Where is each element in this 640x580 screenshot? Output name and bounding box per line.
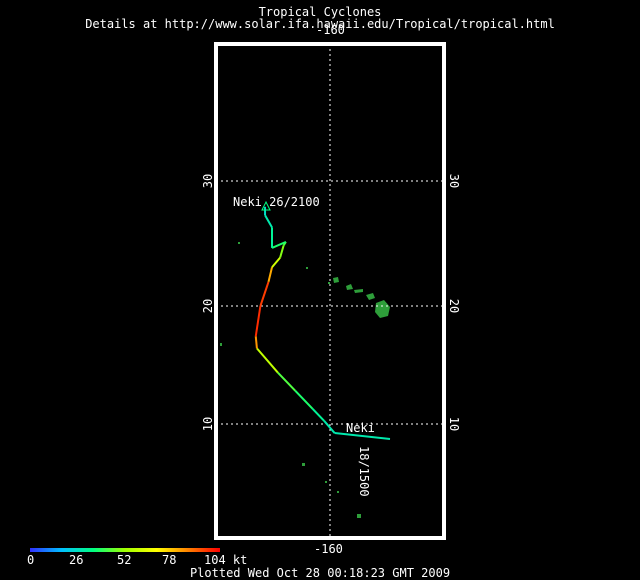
plot-timestamp: Plotted Wed Oct 28 00:18:23 GMT 2009 [189,566,451,580]
island-big-island [375,300,390,318]
islet [337,491,339,493]
wind-speed-colorbar [30,548,220,552]
track-segment [334,432,391,440]
island-oahu [346,284,353,290]
map-subtitle: Details at http://www.solar.ifa.hawaii.e… [85,17,555,31]
track-segment [277,371,296,392]
lat-label-30-left: 30 [201,174,215,188]
colorbar-tick-52: 52 [117,553,132,567]
track-segment [267,267,273,283]
storm-track [254,206,391,440]
islet [220,343,222,346]
colorbar-tick-78: 78 [162,553,177,567]
track-segment [323,420,336,434]
lat-label-30-right: 30 [447,174,461,188]
islet [325,481,327,483]
track-segment [271,256,281,268]
lat-label-10-right: 10 [447,417,461,431]
lon-label-bottom: -160 [314,542,343,556]
island-molokai [354,289,363,293]
track-segment [279,245,285,258]
colorbar-tick-26: 26 [69,553,84,567]
track-segment [259,281,270,307]
islet [302,463,305,466]
track-segment [294,390,314,410]
island-kauai [333,277,339,283]
track-segment [256,347,279,374]
colorbar-tick-104: 104 kt [204,553,248,567]
track-segment [254,336,258,349]
lon-label-top: -160 [316,23,345,37]
islet [238,242,240,244]
islet [306,267,308,269]
lat-label-20-right: 20 [447,299,461,313]
island-maui [366,293,375,300]
islet [328,282,330,284]
islet [357,514,361,518]
storm-label-name-start: Neki [346,421,375,435]
lat-label-10-left: 10 [201,417,215,431]
track-segment [311,408,325,422]
land-masses [220,242,390,518]
storm-label-time-start: 18/1500 [357,446,371,497]
lat-label-20-left: 20 [201,299,215,313]
colorbar-tick-0: 0 [27,553,35,567]
track-segment [254,305,262,337]
storm-label-end: Neki 26/2100 [233,195,320,209]
map-frame [214,42,446,540]
graticule [216,44,444,538]
track-segment [264,214,273,228]
map-title: Tropical Cyclones [258,5,382,19]
storm-end-marker [261,200,271,211]
track-segment [271,240,287,249]
